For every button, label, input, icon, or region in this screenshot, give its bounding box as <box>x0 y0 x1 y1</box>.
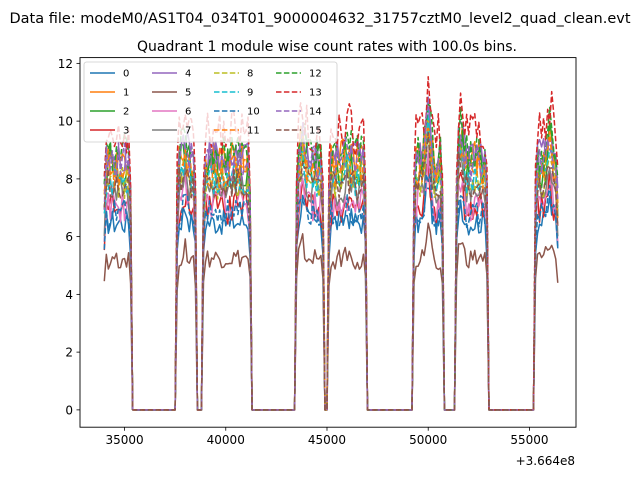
x-tick-label: 55000 <box>510 433 548 447</box>
series-line-12 <box>103 103 559 411</box>
legend-label-2: 2 <box>123 107 129 118</box>
legend-box <box>83 61 338 143</box>
legend-label-6: 6 <box>185 107 191 118</box>
series-line-7 <box>103 130 559 411</box>
legend-label-0: 0 <box>123 69 129 80</box>
series-line-9 <box>103 108 559 411</box>
legend-label-13: 13 <box>309 88 322 99</box>
x-offset-label: +3.664e8 <box>516 454 575 468</box>
chart-title: Quadrant 1 module wise count rates with … <box>137 39 517 55</box>
y-tick-label: 0 <box>65 403 73 417</box>
series-line-15 <box>103 131 559 411</box>
series-line-5 <box>103 222 559 411</box>
x-tick-label: 35000 <box>105 433 143 447</box>
y-tick-label: 4 <box>65 288 73 302</box>
legend-label-12: 12 <box>309 69 322 80</box>
y-tick-label: 12 <box>58 57 73 71</box>
legend-label-15: 15 <box>309 126 322 137</box>
series-line-10 <box>103 172 559 411</box>
legend-label-5: 5 <box>185 88 191 99</box>
plot-frame <box>79 57 577 428</box>
series-lines <box>103 76 559 411</box>
legend-label-8: 8 <box>247 69 253 80</box>
legend-label-11: 11 <box>247 126 260 137</box>
y-axis: 0 2 4 6 8 10 12 <box>58 57 80 417</box>
legend-label-4: 4 <box>185 69 191 80</box>
x-tick-label: 40000 <box>207 433 245 447</box>
legend-label-1: 1 <box>123 88 129 99</box>
x-axis: 35000 40000 45000 50000 55000 <box>105 427 549 447</box>
series-line-3 <box>103 163 559 411</box>
figure-suptitle: Data file: modeM0/AS1T04_034T01_90000046… <box>9 11 630 27</box>
y-tick-label: 6 <box>65 230 73 244</box>
y-tick-label: 10 <box>58 115 73 129</box>
legend-label-7: 7 <box>185 126 191 137</box>
legend-label-10: 10 <box>247 107 260 118</box>
x-tick-label: 50000 <box>409 433 447 447</box>
legend-label-3: 3 <box>123 126 129 137</box>
legend-label-9: 9 <box>247 88 253 99</box>
x-tick-label: 45000 <box>308 433 346 447</box>
y-tick-label: 8 <box>65 172 73 186</box>
y-tick-label: 2 <box>65 346 73 360</box>
legend-label-14: 14 <box>309 107 322 118</box>
